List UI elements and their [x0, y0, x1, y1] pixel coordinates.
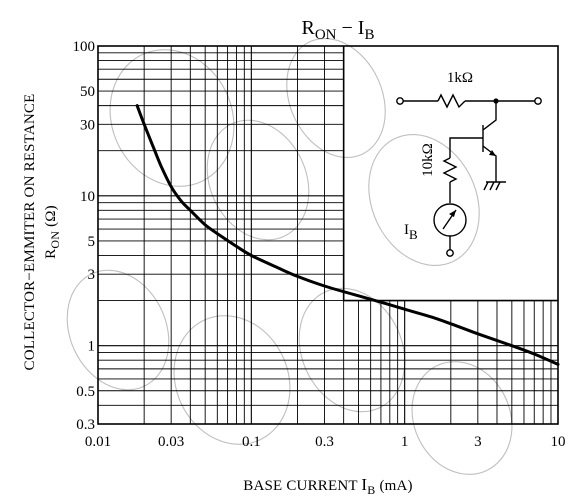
x-tick-label: 3 — [474, 434, 482, 450]
meter-label: IB — [404, 222, 418, 242]
inset-border — [342, 46, 558, 302]
y-tick-label: 1 — [88, 339, 96, 355]
watermark — [66, 37, 513, 475]
y-tick-label: 10 — [80, 189, 95, 205]
y-tick-label: 100 — [73, 39, 96, 55]
ammeter-needle-tip — [449, 210, 456, 217]
grid — [98, 46, 558, 424]
collector-lead — [482, 101, 497, 131]
x-tick-labels: 0.01 0.03 0.1 0.3 1 3 10 — [85, 434, 566, 450]
emitter-lead — [482, 145, 497, 172]
x-axis-title: BASE CURRENT IB (mA) — [243, 475, 413, 497]
y-axis-title-line2: RON (Ω) — [43, 205, 62, 259]
x-tick-label: 0.03 — [158, 434, 184, 450]
terminal-right — [534, 97, 542, 105]
emitter-arrow — [489, 150, 496, 156]
terminal-bottom — [446, 249, 454, 257]
plot-frame — [97, 45, 559, 425]
x-tick-label: 0.01 — [85, 434, 111, 450]
x-tick-label: 0.1 — [242, 434, 261, 450]
collector-resistor — [437, 93, 466, 109]
ground-hatch-2 — [489, 181, 495, 191]
series-group — [135, 104, 560, 366]
y-tick-label: 3 — [88, 267, 96, 283]
plot-border — [97, 45, 559, 425]
base-resistor-label: 10kΩ — [420, 143, 436, 177]
chart-title: RON − IB — [302, 17, 375, 43]
y-tick-label: 0.5 — [76, 384, 95, 400]
terminal-left — [396, 97, 404, 105]
ground-hatch-3 — [495, 181, 501, 191]
x-tick-label: 1 — [401, 434, 409, 450]
base-resistor — [442, 157, 458, 183]
y-tick-label: 5 — [88, 234, 96, 250]
series-line — [135, 104, 560, 366]
y-tick-labels: 100 50 30 10 5 3 1 0.5 0.3 — [73, 39, 96, 433]
x-tick-label: 0.3 — [315, 434, 334, 450]
x-tick-label: 10 — [551, 434, 566, 450]
y-tick-label: 30 — [80, 117, 95, 133]
ground-hatch-1 — [483, 181, 489, 191]
y-axis-title-line1: COLLECTOR−EMMITER ON RESTANCE — [22, 94, 38, 371]
y-tick-label: 0.3 — [76, 417, 95, 433]
collector-resistor-label: 1kΩ — [447, 70, 473, 86]
inset-circuit: 1kΩ 10kΩ IB — [396, 70, 542, 257]
y-tick-label: 50 — [80, 84, 95, 100]
base-wire — [449, 137, 483, 158]
